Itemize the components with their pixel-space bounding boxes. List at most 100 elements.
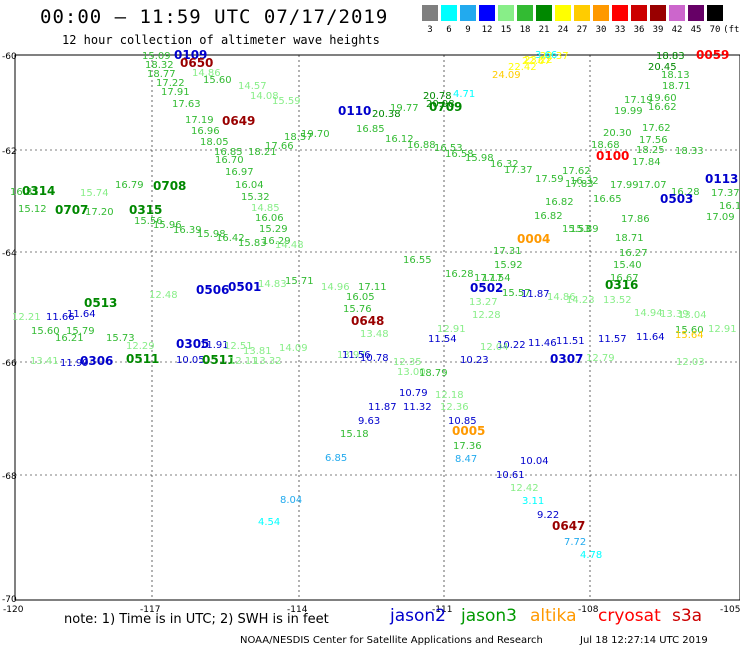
wave-height-label: 17.37 (504, 165, 533, 176)
wave-height-label: 15.09 (142, 51, 171, 62)
latitude-label: -66 (2, 359, 17, 369)
pass-time-label: 0502 (470, 281, 503, 295)
wave-height-label: 16.82 (545, 197, 574, 208)
pass-time-label: 0708 (153, 179, 186, 193)
wave-height-label: 14.86 (547, 292, 576, 303)
wave-height-label: 17.54 (482, 273, 511, 284)
wave-height-label: 4.78 (580, 550, 602, 561)
wave-height-label: 12.21 (12, 312, 41, 323)
wave-height-label: 15.53 (562, 224, 591, 235)
wave-height-label: 16.53 (434, 143, 463, 154)
pass-time-label: 0511 (126, 352, 159, 366)
wave-height-label: 12.42 (510, 483, 539, 494)
wave-height-label: 17.99 (610, 180, 639, 191)
pass-time-label: 0501 (228, 280, 261, 294)
wave-height-label: 17.37 (711, 188, 740, 199)
satellite-cryosat: cryosat (598, 606, 661, 626)
scale-swatch (555, 5, 571, 21)
wave-height-label: 17.31 (493, 246, 522, 257)
wave-height-label: 9.22 (537, 510, 559, 521)
wave-height-label: 14.83 (258, 279, 287, 290)
wave-height-label: 13.32 (253, 356, 282, 367)
satellite-jason3: jason3 (461, 606, 517, 626)
scale-swatch (441, 5, 457, 21)
wave-height-label: 16.28 (671, 187, 700, 198)
wave-height-label: 17.19 (185, 115, 214, 126)
pass-time-label: 0513 (84, 296, 117, 310)
wave-height-label: 17.22 (156, 78, 185, 89)
wave-height-label: 18.71 (662, 81, 691, 92)
wave-height-label: 16.29 (262, 236, 291, 247)
pass-time-label: 0100 (596, 149, 629, 163)
wave-height-label: 15.60 (675, 325, 704, 336)
longitude-label: -120 (3, 605, 24, 615)
scale-swatch (536, 5, 552, 21)
wave-height-label: 16.96 (191, 126, 220, 137)
wave-height-label: 16.27 (619, 248, 648, 259)
wave-height-label: 17.11 (358, 282, 387, 293)
wave-height-label: 15.92 (494, 260, 523, 271)
wave-height-label: 20.75 (0, 0, 29, 3)
scale-label: 21 (538, 25, 550, 35)
wave-height-label: 16.42 (216, 233, 245, 244)
wave-height-label: 12.91 (708, 324, 737, 335)
wave-height-label: 18.68 (591, 140, 620, 151)
wave-height-label: 12.18 (435, 390, 464, 401)
wave-height-label: 11.99 (60, 358, 89, 369)
axis-labels: -60 -62 -64 -66 -68 -70-120 -117 -114 -111 -108 -1… (2, 52, 740, 615)
wave-height-label: 18.77 (147, 69, 176, 80)
latitude-label: -70 (2, 595, 17, 605)
pass-time-label: 0316 (605, 278, 638, 292)
wave-height-label: 9.63 (358, 416, 380, 427)
wave-height-label: 17.62 (642, 123, 671, 134)
wave-height-label: 11.87 (368, 402, 397, 413)
wave-height-label: 12.79 (586, 353, 615, 364)
wave-height-label: 16.16 (719, 201, 740, 212)
page-title: 00:00 – 11:59 UTC 07/17/2019 (40, 6, 389, 28)
wave-height-label: 16.85 (214, 147, 243, 158)
wave-height-label: 10.22 (497, 340, 526, 351)
scale-swatch (422, 5, 438, 21)
pass-time-label: 0648 (351, 314, 384, 328)
wave-height-label: 15.60 (31, 326, 60, 337)
wave-height-label: 16.12 (385, 134, 414, 145)
longitude-label: -108 (578, 605, 599, 615)
satellite-s3a: s3a (672, 606, 703, 626)
wave-height-label: 17.86 (621, 214, 650, 225)
wave-height-label: 20.38 (372, 109, 401, 120)
wave-height-label: 13.52 (603, 295, 632, 306)
wave-height-label: 22.37 (540, 51, 569, 62)
pass-time-label: 0647 (552, 519, 585, 533)
wave-height-label: 10.04 (520, 456, 549, 467)
scale-label: 36 (633, 25, 645, 35)
wave-height-label: 10.79 (399, 388, 428, 399)
wave-height-label: 14.57 (238, 81, 267, 92)
scale-label: 33 (614, 25, 626, 35)
wave-height-label: 15.74 (80, 188, 109, 199)
wave-height-label: 16.21 (55, 333, 84, 344)
map-frame (14, 54, 740, 601)
wave-height-label: 14.23 (566, 295, 595, 306)
wave-height-label: 10.61 (496, 470, 525, 481)
wave-height-label: 13.27 (469, 297, 498, 308)
wave-height-label: 16.58 (445, 149, 474, 160)
wave-height-label: 16.04 (235, 180, 264, 191)
wave-height-label: 18.71 (615, 233, 644, 244)
wave-height-label: 15.60 (203, 75, 232, 86)
wave-height-label: 14.96 (321, 282, 350, 293)
latitude-label: -60 (2, 52, 17, 62)
scale-label: 18 (519, 25, 531, 35)
wave-height-label: 15.32 (241, 192, 270, 203)
wave-height-label: 12.29 (126, 341, 155, 352)
wave-height-label: 13.81 (243, 346, 272, 357)
wave-height-label: 19.60 (648, 93, 677, 104)
wave-height-label: 17.36 (453, 441, 482, 452)
wave-height-label: 22.42 (0, 0, 29, 3)
scale-swatch (669, 5, 685, 21)
wave-height-label: 16.79 (115, 180, 144, 191)
wave-height-label: 18.79 (419, 368, 448, 379)
wave-height-label: 15.29 (259, 224, 288, 235)
wave-height-label: 17.19 (624, 95, 653, 106)
wave-height-label: 15.79 (66, 326, 95, 337)
